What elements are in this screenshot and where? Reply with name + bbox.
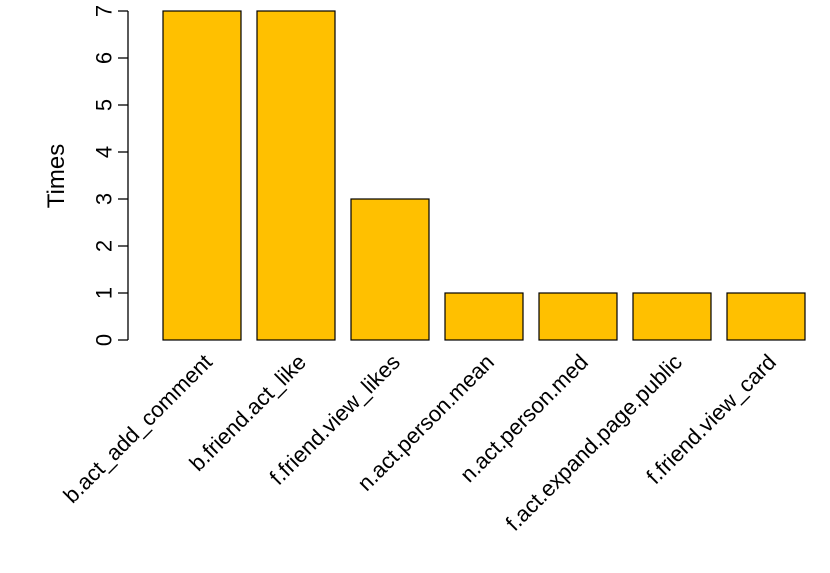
bar [538, 292, 618, 341]
y-tick-label: 3 [92, 193, 117, 205]
bar [162, 10, 242, 341]
y-axis: 0 1 2 3 4 5 6 7 [92, 5, 129, 346]
y-tick-label: 4 [92, 146, 117, 158]
bar [632, 292, 712, 341]
x-tick-label: f.act.expand.page.public [501, 349, 687, 535]
y-tick-label: 5 [92, 99, 117, 111]
bar [350, 198, 430, 341]
y-tick-label: 2 [92, 240, 117, 252]
y-tick-label: 1 [92, 287, 117, 299]
bar [726, 292, 806, 341]
bar [444, 292, 524, 341]
y-tick-label: 0 [92, 334, 117, 346]
bars-group [162, 10, 806, 341]
x-tick-label: b.act_add_comment [58, 349, 217, 508]
y-axis-label: Times [43, 144, 70, 208]
x-axis-labels: b.act_add_commentb.friend.act_likef.frie… [58, 349, 781, 535]
y-tick-label: 6 [92, 52, 117, 64]
bar [256, 10, 336, 341]
y-tick-label: 7 [92, 5, 117, 17]
